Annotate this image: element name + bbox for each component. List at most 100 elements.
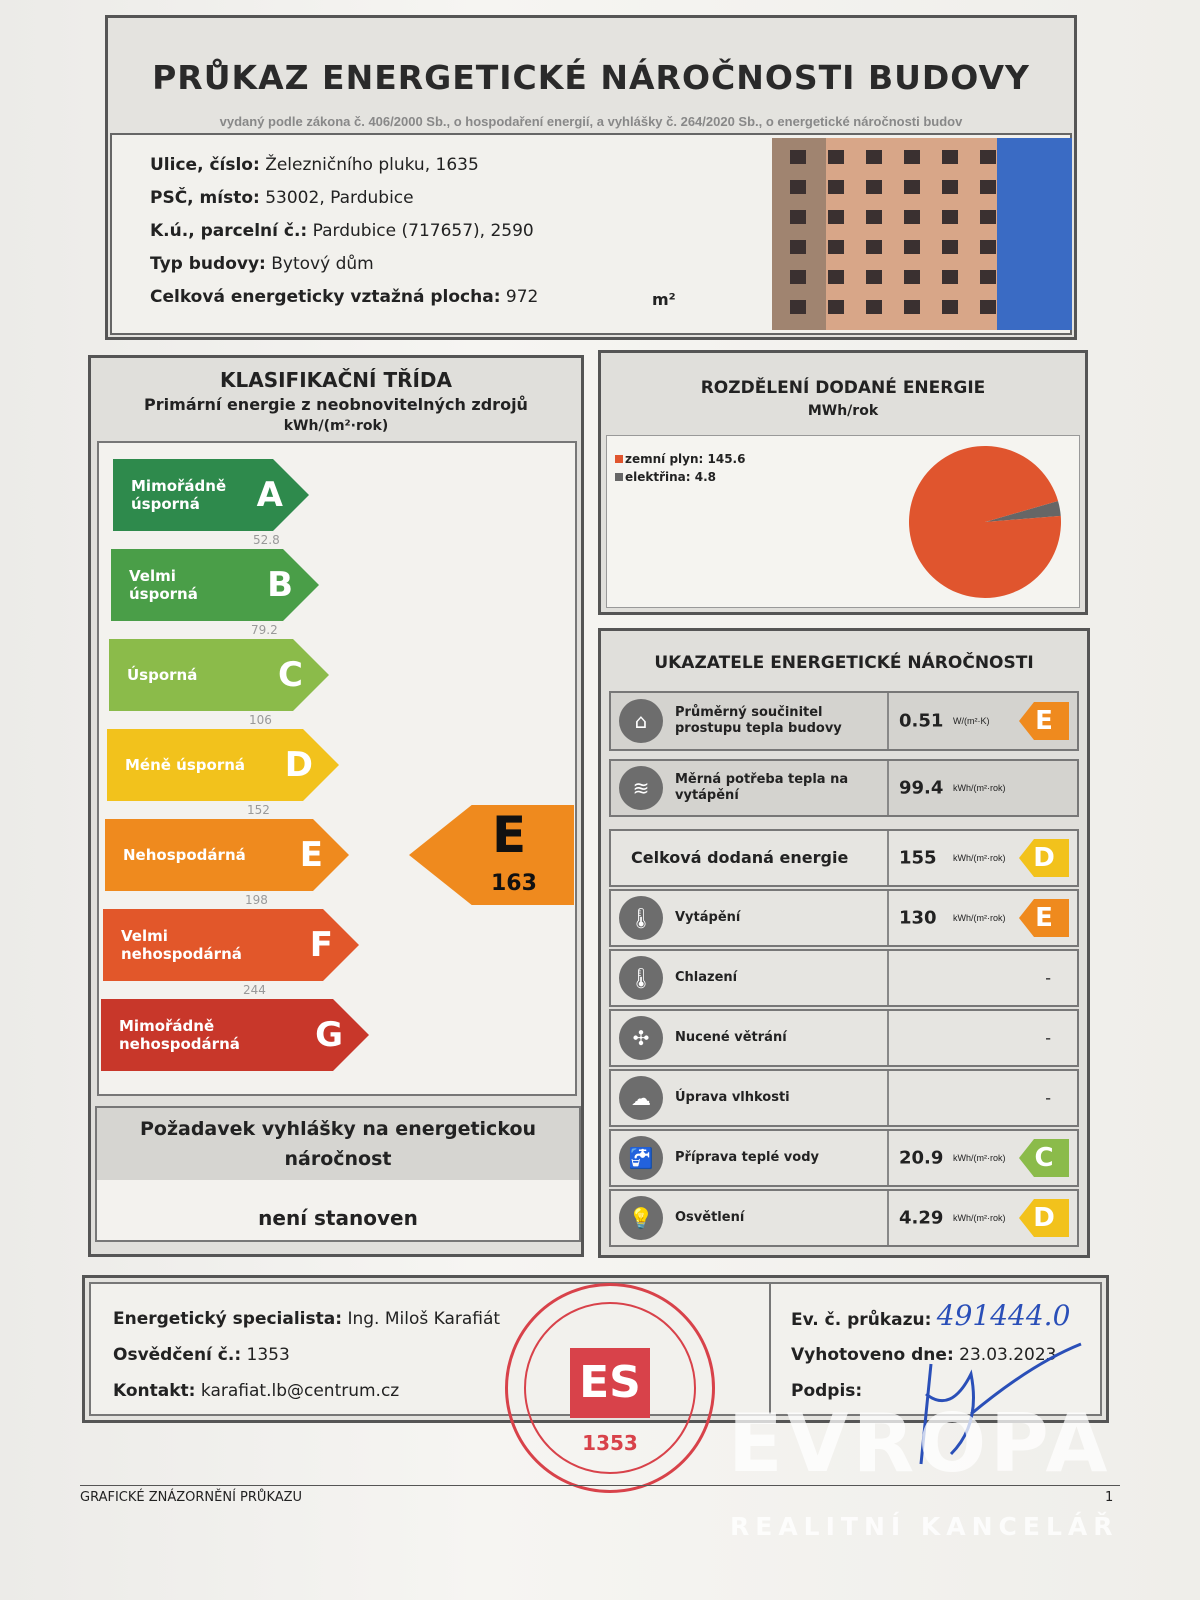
distribution-unit: MWh/rok xyxy=(807,403,879,419)
cooling-thermometer-icon: 🌡 xyxy=(619,956,663,1000)
class-letter: G xyxy=(315,1015,343,1055)
page-subtitle: vydaný podle zákona č. 406/2000 Sb., o h… xyxy=(219,114,963,129)
address-label: Ulice, číslo: xyxy=(150,155,260,175)
class-label: Nehospodárná xyxy=(123,846,246,864)
class-letter: E xyxy=(299,835,323,875)
address-value: Železničního pluku, 1635 xyxy=(265,155,479,175)
address-line: PSČ, místo: 53002, Pardubice xyxy=(150,188,414,208)
address-line: K.ú., parcelní č.: Pardubice (717657), 2… xyxy=(150,221,534,241)
indicator-class-badge: C xyxy=(1019,1139,1069,1177)
address-value: 53002, Pardubice xyxy=(265,188,414,208)
distribution-title: ROZDĚLENÍ DODANÉ ENERGIE xyxy=(700,378,986,398)
class-label: Velmi úsporná xyxy=(129,567,198,603)
signature xyxy=(919,1342,1082,1465)
indicator-value: - xyxy=(1045,968,1051,988)
class-bar-e: Nehospodárná E xyxy=(105,819,349,891)
light-bulb-icon: 💡 xyxy=(619,1196,663,1240)
indicator-class-badge: D xyxy=(1019,1199,1069,1237)
date-value: 23.03.2023 xyxy=(959,1345,1057,1365)
footer-rule xyxy=(80,1485,1120,1486)
indicator-unit: kWh/(m²·rok) xyxy=(953,783,1006,793)
pie-chart xyxy=(909,446,1061,598)
header-box: PRŮKAZ ENERGETICKÉ NÁROČNOSTI BUDOVY vyd… xyxy=(105,15,1077,340)
pie-slice-1 xyxy=(909,446,1061,598)
requirement-box: Požadavek vyhlášky na energetickou nároč… xyxy=(95,1106,581,1242)
specialist-name: Ing. Miloš Karafiát xyxy=(347,1309,501,1329)
class-bar-g: Mimořádně nehospodárná G xyxy=(101,999,369,1071)
footer-label: GRAFICKÉ ZNÁZORNĚNÍ PRŮKAZU xyxy=(80,1490,303,1505)
class-label: Mimořádně nehospodárná xyxy=(119,1017,240,1053)
pie-chart-area: zemní plyn: 145.6 elektřina: 4.8 xyxy=(606,435,1080,608)
heating-thermometer-icon: 🌡 xyxy=(619,896,663,940)
signature-label: Podpis: xyxy=(791,1381,863,1401)
indicator-row: ☁ Úprava vlhkosti - xyxy=(609,1069,1079,1127)
indicators-panel: UKAZATELE ENERGETICKÉ NÁROČNOSTI ⌂ Průměr… xyxy=(598,628,1090,1258)
water-tap-icon: 🚰 xyxy=(619,1136,663,1180)
watermark-brand: EVROPA xyxy=(728,1397,1112,1490)
address-label: Typ budovy: xyxy=(150,254,266,274)
class-label: Úsporná xyxy=(127,666,198,684)
indicator-value: 99.4 xyxy=(899,777,944,799)
indicator-name: Úprava vlhkosti xyxy=(675,1090,790,1105)
class-bar-b: Velmi úsporná B xyxy=(111,549,319,621)
stamp-logo: ES xyxy=(570,1348,650,1418)
watermark-tagline: REALITNÍ KANCELÁŘ xyxy=(730,1512,1119,1541)
heat-thermometer-icon: ≋ xyxy=(619,766,663,810)
humidity-cloud-icon: ☁ xyxy=(619,1076,663,1120)
indicator-unit: kWh/(m²·rok) xyxy=(953,853,1006,863)
ev-number: 491444.0 xyxy=(936,1299,1071,1332)
indicator-value: 20.9 xyxy=(899,1147,944,1169)
class-bar-c: Úsporná C xyxy=(109,639,329,711)
page-title: PRŮKAZ ENERGETICKÉ NÁROČNOSTI BUDOVY xyxy=(152,58,1030,97)
indicator-row: ≋ Měrná potřeba tepla na vytápění 99.4 kWh/… xyxy=(609,759,1079,817)
stamp-number: 1353 xyxy=(582,1431,638,1455)
class-letter: A xyxy=(256,475,283,515)
indicator-class-badge: D xyxy=(1019,839,1069,877)
classification-subtitle: Primární energie z neobnovitelných zdroj… xyxy=(144,395,528,414)
indicator-name: Měrná potřeba tepla na vytápění xyxy=(675,772,849,803)
indicator-unit: kWh/(m²·rok) xyxy=(953,913,1006,923)
indicator-name: Osvětlení xyxy=(675,1210,745,1225)
indicator-row: ⌂ Průměrný součinitel prostupu tepla budo… xyxy=(609,691,1079,751)
indicator-class-badge: E xyxy=(1019,702,1069,740)
building-photo xyxy=(772,138,1072,330)
indicator-value: 155 xyxy=(899,847,937,869)
class-threshold: 152 xyxy=(247,803,270,817)
requirement-header: Požadavek vyhlášky na energetickou nároč… xyxy=(97,1108,579,1180)
class-letter: D xyxy=(284,745,313,785)
pie-slice-0 xyxy=(985,500,1061,522)
requirement-title: Požadavek vyhlášky na energetickou nároč… xyxy=(139,1118,537,1170)
class-label: Mimořádně úsporná xyxy=(131,477,227,513)
address-label: K.ú., parcelní č.: xyxy=(150,221,308,241)
current-class-letter: E xyxy=(492,806,527,864)
indicator-class-badge: E xyxy=(1019,899,1069,937)
class-threshold: 79.2 xyxy=(251,623,278,637)
address-line: Ulice, číslo: Železničního pluku, 1635 xyxy=(150,155,479,175)
class-label: Méně úsporná xyxy=(125,756,246,774)
indicator-unit: kWh/(m²·rok) xyxy=(953,1213,1006,1223)
indicator-value: 130 xyxy=(899,907,937,929)
address-value: 972 xyxy=(505,287,539,307)
indicator-unit: kWh/(m²·rok) xyxy=(953,1153,1006,1163)
page-number: 1 xyxy=(1105,1490,1114,1505)
class-label: Velmi nehospodárná xyxy=(121,927,242,963)
indicator-value: - xyxy=(1045,1088,1051,1108)
address-line: Typ budovy: Bytový dům xyxy=(150,254,374,274)
requirement-value: není stanoven xyxy=(258,1206,418,1230)
distribution-panel: ROZDĚLENÍ DODANÉ ENERGIE MWh/rok zemní p… xyxy=(598,350,1088,615)
indicator-name: Celková dodaná energie xyxy=(631,848,849,867)
class-bar-a: Mimořádně úsporná A xyxy=(113,459,309,531)
class-bar-d: Méně úsporná D xyxy=(107,729,339,801)
scale-box: E 163 Mimořádně úsporná A 52.8 Velmi úsporn… xyxy=(97,441,577,1096)
indicator-row: Celková dodaná energie 155 kWh/(m²·rok) D xyxy=(609,829,1079,887)
specialist-label: Energetický specialista: xyxy=(113,1309,343,1329)
address-box: Ulice, číslo: Železničního pluku, 1635 PS… xyxy=(110,133,1072,335)
indicators-title: UKAZATELE ENERGETICKÉ NÁROČNOSTI xyxy=(654,653,1034,673)
indicator-value: 0.51 xyxy=(899,710,944,732)
address-value: Bytový dům xyxy=(271,254,374,274)
indicator-unit: W/(m²·K) xyxy=(953,716,990,726)
legend-item: zemní plyn: 145.6 xyxy=(615,450,745,468)
house-icon: ⌂ xyxy=(619,699,663,743)
date-label: Vyhotoveno dne: xyxy=(791,1345,954,1365)
indicator-name: Vytápění xyxy=(675,910,741,925)
